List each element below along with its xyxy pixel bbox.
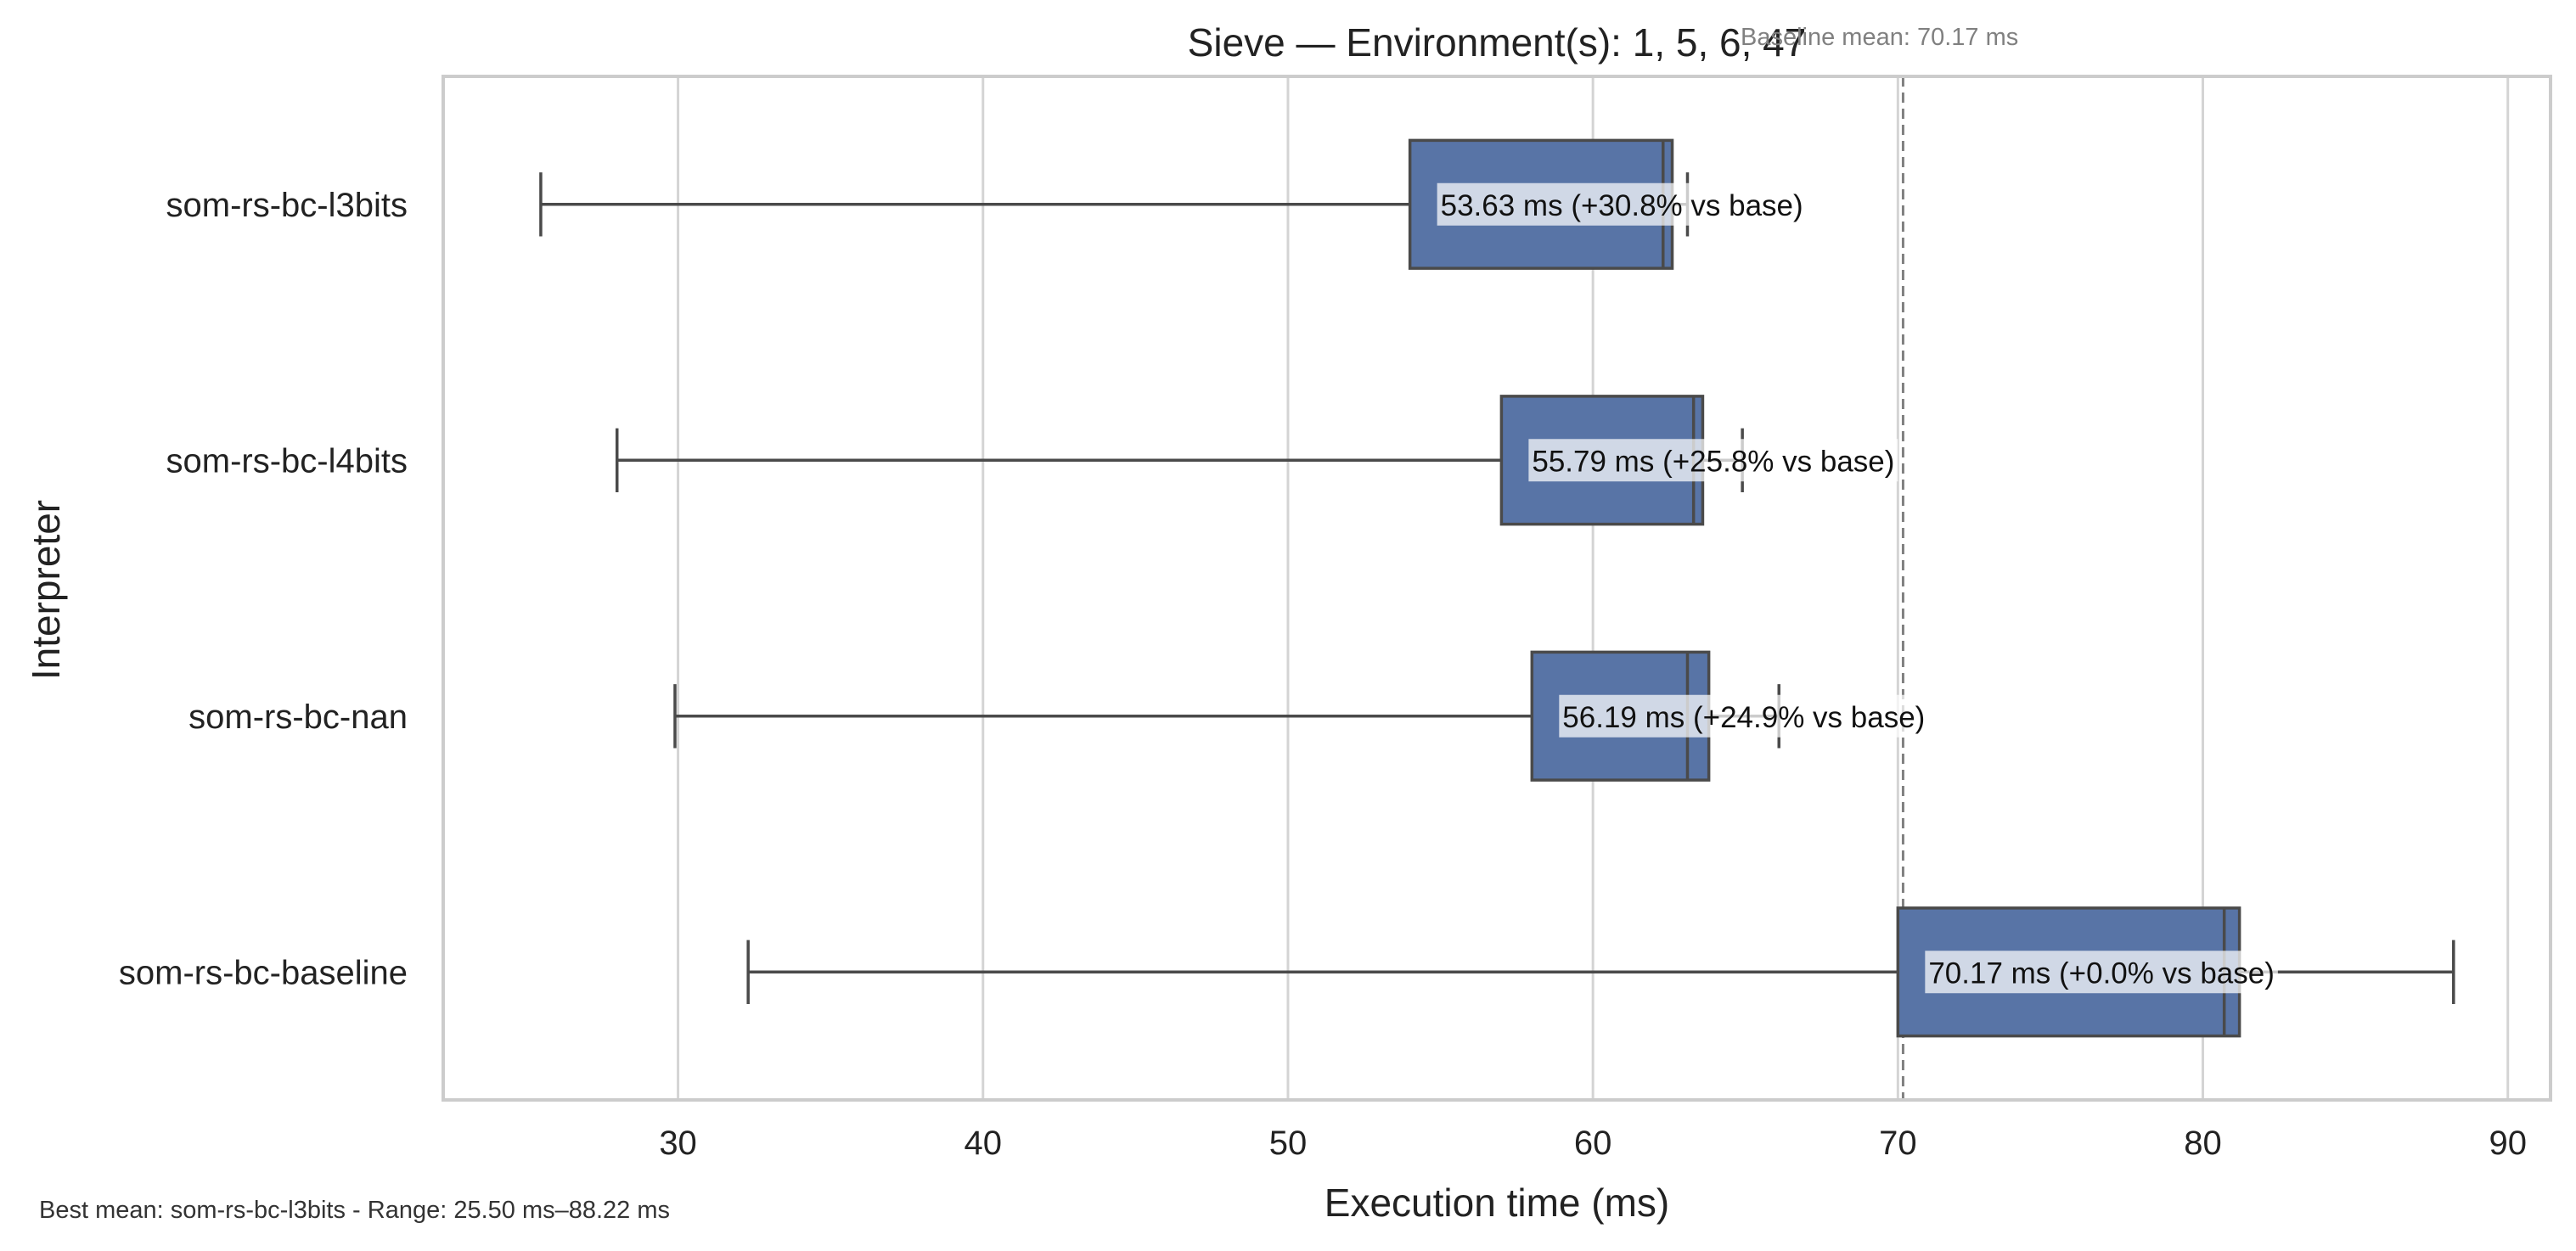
- annotation-bg-som-rs-bc-nan: [1559, 694, 1929, 738]
- plot-frame: [442, 75, 2552, 1102]
- annotation-text-som-rs-bc-nan: 56.19 ms (+24.9% vs base): [1562, 701, 1925, 734]
- reference-line-label: Baseline mean: 70.17 ms: [1741, 24, 2018, 51]
- annotation-bg-som-rs-bc-l4bits: [1528, 439, 1898, 482]
- x-axis-label: Execution time (ms): [1325, 1181, 1669, 1225]
- x-tick-labels: 30 40 50 60 70 80 90: [659, 1125, 2527, 1162]
- annotation-text-som-rs-bc-l4bits: 55.79 ms (+25.8% vs base): [1532, 445, 1894, 478]
- y-tick-labels: som-rs-bc-l3bits som-rs-bc-l4bits som-rs-b…: [119, 187, 408, 992]
- annotation-text-som-rs-bc-l3bits: 53.63 ms (+30.8% vs base): [1441, 189, 1803, 222]
- y-axis-label: Interpreter: [24, 500, 68, 680]
- y-tick-label-som-rs-bc-l3bits: som-rs-bc-l3bits: [166, 187, 408, 224]
- annotation-layer: 53.63 ms (+30.8% vs base) 55.79 ms (+25.8…: [1437, 182, 2278, 994]
- x-tick-label-90: 90: [2489, 1125, 2527, 1162]
- x-tick-label-80: 80: [2184, 1125, 2222, 1162]
- y-tick-label-som-rs-bc-l4bits: som-rs-bc-l4bits: [166, 442, 408, 480]
- x-tick-label-30: 30: [659, 1125, 697, 1162]
- y-tick-label-som-rs-bc-nan: som-rs-bc-nan: [188, 698, 408, 736]
- annotation-som-rs-bc-nan: 56.19 ms (+24.9% vs base): [1559, 694, 1929, 738]
- x-tick-label-50: 50: [1269, 1125, 1308, 1162]
- annotation-som-rs-bc-l4bits: 55.79 ms (+25.8% vs base): [1528, 439, 1898, 482]
- box-layer: [539, 138, 2455, 1038]
- annotation-bg-som-rs-bc-baseline: [1925, 951, 2278, 994]
- footnote: Best mean: som-rs-bc-l3bits - Range: 25.…: [39, 1197, 670, 1224]
- x-tick-label-60: 60: [1574, 1125, 1612, 1162]
- annotation-text-som-rs-bc-baseline: 70.17 ms (+0.0% vs base): [1928, 956, 2275, 990]
- x-tick-label-70: 70: [1879, 1125, 1917, 1162]
- x-tick-label-40: 40: [965, 1125, 1003, 1162]
- annotation-som-rs-bc-l3bits: 53.63 ms (+30.8% vs base): [1437, 182, 1807, 226]
- annotation-som-rs-bc-baseline: 70.17 ms (+0.0% vs base): [1925, 951, 2278, 994]
- chart-title: Sieve — Environment(s): 1, 5, 6, 47: [1188, 20, 1807, 65]
- annotation-bg-som-rs-bc-l3bits: [1437, 182, 1807, 226]
- y-tick-label-som-rs-bc-baseline: som-rs-bc-baseline: [119, 954, 408, 991]
